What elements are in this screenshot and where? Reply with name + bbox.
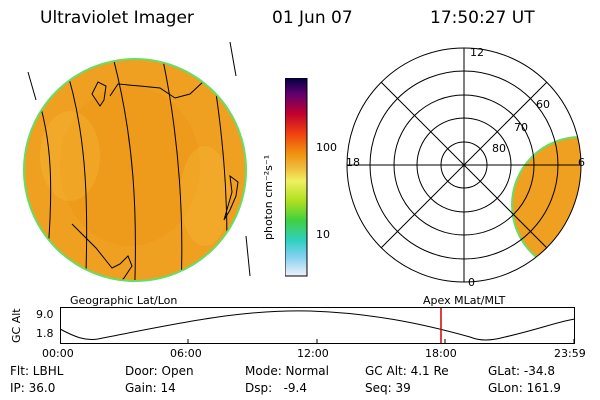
date-label: 01 Jun 07 (272, 8, 353, 28)
dayside-emission (511, 136, 581, 274)
status-mode: Mode: Normal (245, 364, 329, 378)
colorbar-tick-100: 100 (316, 141, 337, 154)
status-door: Door: Open (125, 364, 194, 378)
timeline-xtick-0600: 06:00 (170, 347, 202, 360)
colorbar (285, 78, 308, 277)
polar-plot (346, 47, 582, 283)
timeline-xtick-1200: 12:00 (297, 347, 329, 360)
status-filter: Flt: LBHL (10, 364, 64, 378)
mlt-label-0: 0 (468, 276, 475, 289)
lat-label-80: 80 (492, 142, 506, 155)
status-seq: Seq: 39 (365, 381, 411, 395)
timeline-ytick-bottom: 1.8 (36, 327, 54, 340)
status-dsp: Dsp: -9.4 (245, 381, 308, 395)
timeline-xtick-2359: 23:59 (554, 347, 586, 360)
timeline-ylabel: GC Alt (10, 308, 23, 343)
orbit-timeline (60, 307, 576, 344)
timeline-xtick-0000: 00:00 (42, 347, 74, 360)
timeline-ytick-top: 9.0 (36, 308, 54, 321)
instrument-title: Ultraviolet Imager (40, 8, 194, 28)
colorbar-tick-10: 10 (316, 228, 330, 241)
status-glon: GLon: 161.9 (488, 381, 561, 395)
mlt-label-18: 18 (346, 156, 360, 169)
lat-label-60: 60 (536, 98, 550, 111)
apex-label: Apex MLat/MLT (423, 294, 506, 307)
time-label: 17:50:27 UT (430, 8, 535, 28)
lat-label-70: 70 (514, 121, 528, 134)
altitude-curve (60, 310, 576, 341)
geographic-label: Geographic Lat/Lon (70, 294, 178, 307)
timeline-xtick-1800: 18:00 (425, 347, 457, 360)
status-gc-alt: GC Alt: 4.1 Re (365, 364, 449, 378)
geographic-image (23, 41, 251, 282)
status-ip: IP: 36.0 (10, 381, 56, 395)
colorbar-unit-label: photon cm⁻²s⁻¹ (262, 154, 275, 240)
mlt-label-6: 6 (578, 156, 585, 169)
status-gain: Gain: 14 (125, 381, 176, 395)
mlt-label-12: 12 (470, 46, 484, 59)
status-glat: GLat: -34.8 (488, 364, 555, 378)
